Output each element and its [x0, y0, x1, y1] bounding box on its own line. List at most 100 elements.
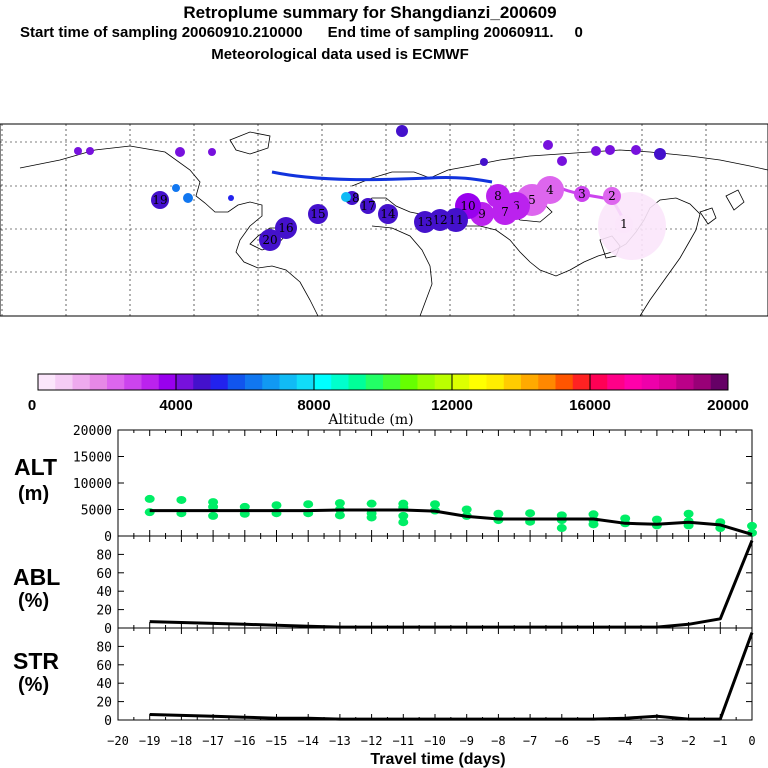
day-marker-label: 8 [494, 189, 502, 203]
altitude-scatter-point [588, 510, 599, 519]
end-time-suffix: 0 [574, 24, 583, 41]
altitude-colorbar: 0 4000 8000 12000 16000 20000 Altitude (m) [28, 373, 749, 428]
y-tick-label: 10000 [73, 477, 112, 492]
x-axis-label: Travel time (days) [370, 751, 505, 768]
x-tick-label: −19 [139, 734, 161, 748]
altitude-scatter-point [366, 499, 377, 508]
day-marker [486, 184, 510, 208]
extra-marker [631, 145, 641, 155]
extra-marker [396, 125, 408, 137]
y-tick-label: 20 [96, 696, 112, 711]
extra-marker [86, 147, 94, 155]
altitude-scatter-point [651, 515, 662, 524]
colorbar-swatch [245, 374, 263, 390]
y-tick-label: 0 [104, 714, 112, 729]
altitude-scatter-point [303, 500, 314, 509]
colorbar-swatch [538, 374, 556, 390]
altitude-scatter-point [461, 505, 472, 514]
y-tick-label: 20 [96, 604, 112, 619]
day-marker [308, 204, 328, 224]
day-marker-label: 3 [578, 187, 586, 201]
track-line-upper [271, 170, 493, 184]
colorbar-tick-label: 12000 [431, 397, 473, 414]
day-marker [378, 204, 398, 224]
colorbar-tick-label: 8000 [297, 397, 330, 414]
colorbar-swatch [227, 374, 246, 390]
colorbar-swatch [417, 374, 436, 390]
day-marker-label: 16 [278, 221, 293, 235]
altitude-scatter-point [208, 502, 219, 511]
day-marker-label: 5 [528, 193, 536, 207]
day-marker [259, 229, 281, 251]
colorbar-swatch [314, 374, 332, 390]
alt-panel-line [149, 508, 753, 536]
colorbar-tick-label: 16000 [569, 397, 611, 414]
time-series-panels: 0 5000 10000 15000 20000 0 20 40 60 80 0 20 40 60 80 −2… [73, 424, 757, 768]
map-panel: 1234567891011121314151617181920 [0, 123, 768, 317]
colorbar-swatch [400, 374, 418, 390]
altitude-scatter-point [398, 518, 409, 527]
day-marker-label: 1 [620, 217, 628, 231]
day-marker-label: 10 [460, 199, 475, 213]
y-tick-label: 0 [104, 622, 112, 637]
colorbar-swatch [72, 374, 91, 390]
y-tick-label: 80 [96, 640, 112, 655]
colorbar-swatch [141, 374, 160, 390]
str-panel-frame [117, 627, 753, 721]
extra-marker [228, 195, 234, 201]
day-marker [615, 215, 633, 233]
colorbar-swatch [348, 374, 367, 390]
extra-marker [208, 148, 216, 156]
colorbar-swatch [383, 374, 401, 390]
colorbar-swatch [331, 374, 349, 390]
colorbar-swatch [486, 374, 505, 390]
altitude-scatter-point [747, 521, 757, 530]
x-tick-label: −17 [202, 734, 224, 748]
day-marker-label: 20 [262, 233, 277, 247]
colorbar-tick-label: 0 [28, 397, 36, 414]
colorbar-swatch [124, 374, 142, 390]
altitude-scatter-point [334, 511, 345, 520]
x-tick-label: −10 [424, 734, 446, 748]
str-unit: (%) [18, 674, 50, 696]
x-tick-label: −2 [681, 734, 695, 748]
extra-marker [183, 193, 193, 203]
abl-panel-line [149, 540, 754, 629]
extra-marker [654, 148, 666, 160]
abl-panel: 0 20 40 60 80 [96, 535, 754, 637]
y-tick-label: 80 [96, 548, 112, 563]
altitude-scatter-point [334, 499, 345, 508]
colorbar-frame [37, 373, 729, 391]
x-tick-label: −9 [459, 734, 473, 748]
str-panel-line [149, 632, 754, 721]
alt-panel: 0 5000 10000 15000 20000 [73, 424, 757, 545]
altitude-scatter-point [525, 509, 536, 518]
altitude-scatter-point [176, 495, 187, 504]
x-tick-label: −6 [555, 734, 569, 748]
colorbar-swatch [89, 374, 108, 390]
altitude-scatter-point [366, 513, 377, 522]
colorbar-swatch [469, 374, 487, 390]
sampling-times: Start time of sampling 20060910.210000 E… [20, 24, 583, 41]
day-marker-label: 11 [448, 213, 463, 227]
colorbar-swatch [107, 374, 125, 390]
x-tick-label: −13 [329, 734, 351, 748]
y-tick-label: 15000 [73, 451, 112, 466]
altitude-scatter-point [208, 511, 219, 520]
extra-marker [591, 146, 601, 156]
altitude-scatter-point [493, 509, 504, 518]
y-tick-label: 5000 [81, 504, 112, 519]
y-tick-label: 40 [96, 677, 112, 692]
colorbar-swatch [521, 374, 539, 390]
y-tick-label: 40 [96, 585, 112, 600]
colorbar-swatch [38, 374, 56, 390]
str-label: STR [13, 648, 59, 674]
colorbar-swatch [590, 374, 608, 390]
x-tick-label: −15 [266, 734, 288, 748]
x-tick-label: −3 [650, 734, 664, 748]
day-marker-label: 4 [546, 183, 554, 197]
day-marker-label: 13 [417, 215, 432, 229]
extra-marker [175, 147, 185, 157]
altitude-scatter-point [144, 494, 155, 503]
